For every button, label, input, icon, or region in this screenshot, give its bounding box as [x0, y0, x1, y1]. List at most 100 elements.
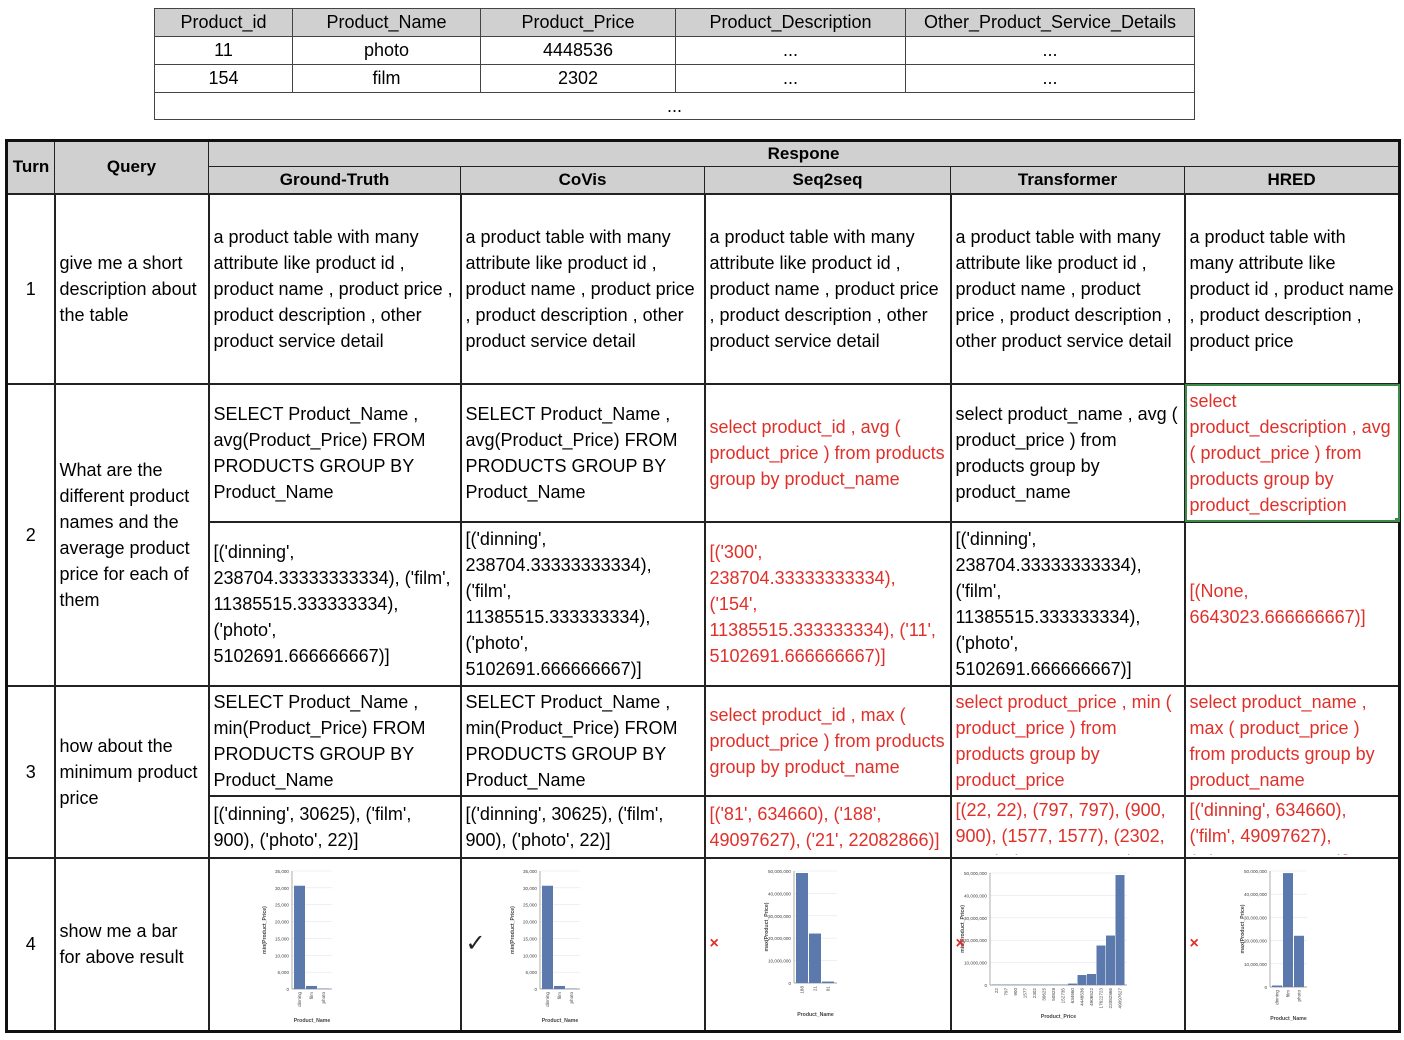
- seq2seq-chart-cell: × 50,000,000 40,000,000 30,000,000 20,000,0…: [703, 856, 952, 1033]
- covis-sql: SELECT Product_Name , avg(Product_Price)…: [459, 382, 706, 523]
- y-tick-label: 10,000: [522, 954, 536, 959]
- x-axis-title: Product_Name: [797, 1012, 834, 1018]
- header-product-id: Product_id: [154, 8, 293, 37]
- cell: photo: [292, 36, 481, 65]
- seq2seq-cell: a product table with many attribute like…: [703, 192, 952, 385]
- turn-4-row: 4 show me a bar for above result 35,000 3…: [5, 856, 1401, 1033]
- x-tick-label: 17622723: [1098, 988, 1103, 1009]
- query-cell: What are the different product names and…: [53, 382, 210, 687]
- header-product-price: Product_Price: [480, 8, 676, 37]
- query-cell: give me a short description about the ta…: [53, 192, 210, 385]
- turn-1-row: 1 give me a short description about the …: [5, 192, 1401, 385]
- ground-truth-cell: a product table with many attribute like…: [207, 192, 462, 385]
- x-tick-label: 797: [1003, 988, 1008, 996]
- y-tick-label: 5,000: [525, 970, 537, 975]
- turn-number: 2: [5, 382, 56, 687]
- x-tick-label: 152735: [1060, 988, 1065, 1004]
- y-tick-label: 0: [1264, 985, 1267, 990]
- y-tick-label: 30,000,000: [1244, 916, 1267, 921]
- y-tick-label: 0: [286, 987, 289, 992]
- x-tick-label: 4448536: [1079, 988, 1084, 1006]
- header-row-1: Turn Query Respone: [6, 140, 1401, 194]
- x-tick-label: photo: [1296, 990, 1301, 1002]
- turn-2-sql-row: 2 What are the different product names a…: [5, 382, 1401, 687]
- x-axis-title: Product_Name: [1270, 1016, 1307, 1022]
- cell: film: [292, 64, 481, 93]
- y-tick-label: 30,000,000: [768, 914, 791, 919]
- y-tick-label: 20,000: [274, 920, 288, 925]
- bar: [1282, 873, 1293, 988]
- bar: [1105, 935, 1115, 986]
- header-product-description: Product_Description: [675, 8, 906, 37]
- cross-icon: ×: [955, 935, 965, 953]
- bar: [541, 886, 553, 990]
- covis-result: [('dinning', 30625), ('film', 900), ('ph…: [459, 794, 706, 859]
- turn-2-result-row: [('dinning', 238704.33333333334), ('film…: [7, 520, 1401, 687]
- cell: 11: [154, 36, 293, 65]
- bar: [1271, 985, 1282, 988]
- hred-sql-selected-cell[interactable]: select product_description , avg ( produ…: [1183, 382, 1401, 523]
- cell: 4448536: [480, 36, 676, 65]
- table-row: 154 film 2302 ... ...: [154, 64, 1195, 93]
- transformer-result: [('dinning', 238704.33333333334), ('film…: [949, 520, 1186, 687]
- comparison-table: Turn Query Respone Ground-Truth CoVis Se…: [5, 139, 1402, 1033]
- transformer-result: [(22, 22), (797, 797), (900, 900), (1577…: [949, 794, 1186, 859]
- header-product-name: Product_Name: [292, 8, 481, 37]
- bar: [305, 986, 317, 990]
- bar: [1115, 875, 1124, 986]
- bar: [1067, 983, 1077, 986]
- ground-truth-result: [('dinning', 238704.33333333334), ('film…: [207, 520, 462, 687]
- turn-3-result-row: [('dinning', 30625), ('film', 900), ('ph…: [7, 794, 1401, 859]
- y-tick-label: 15,000: [274, 937, 288, 942]
- hred-cell: a product table with many attribute like…: [1183, 192, 1401, 385]
- x-tick-label: 634660: [1070, 988, 1075, 1004]
- turn-number: 3: [5, 684, 56, 859]
- y-tick-label: 20,000,000: [768, 936, 791, 941]
- turn-3-sql-row: 3 how about the minimum product price SE…: [5, 684, 1401, 859]
- x-axis-title: Product_Name: [541, 1018, 578, 1024]
- header-seq2seq: Seq2seq: [704, 166, 951, 194]
- y-tick-label: 20,000: [522, 920, 536, 925]
- x-tick-label: film: [557, 992, 562, 999]
- header-hred: HRED: [1183, 166, 1401, 194]
- y-tick-label: 10,000,000: [768, 959, 791, 964]
- x-tick-label: 188: [799, 986, 804, 994]
- transformer-sql: select product_price , min ( product_pri…: [949, 684, 1186, 797]
- y-axis-title: min(Product_Price): [262, 906, 268, 954]
- seq2seq-sql: select product_id , avg ( product_price …: [703, 382, 952, 523]
- header-row-2: Ground-Truth CoVis Seq2seq Transformer H…: [7, 166, 1401, 194]
- cell: ...: [675, 36, 906, 65]
- y-tick-label: 35,000: [274, 869, 288, 874]
- bar: [1077, 975, 1086, 986]
- cross-icon: ×: [709, 935, 719, 953]
- x-tick-label: film: [1285, 990, 1290, 997]
- cell: ...: [905, 64, 1195, 93]
- transformer-chart-cell: × 50,000,000 40,000,000 30,000,000 20,000,0…: [949, 856, 1186, 1033]
- x-tick-label: dinning: [545, 992, 550, 1007]
- y-tick-label: 50,000,000: [1244, 869, 1267, 874]
- y-tick-label: 20,000,000: [964, 938, 987, 943]
- y-tick-label: 15,000: [522, 937, 536, 942]
- header-transformer: Transformer: [950, 166, 1185, 194]
- covis-cell: a product table with many attribute like…: [459, 192, 706, 385]
- y-tick-label: 10,000: [274, 954, 288, 959]
- ground-truth-result: [('dinning', 30625), ('film', 900), ('ph…: [207, 794, 462, 859]
- continuation-cell: ...: [154, 92, 1195, 120]
- x-tick-label: 22: [994, 988, 999, 994]
- bar: [1096, 945, 1105, 986]
- covis-result: [('dinning', 238704.33333333334), ('film…: [459, 520, 706, 687]
- y-axis-title: max(Product_Price): [1240, 904, 1246, 953]
- turn-number: 4: [5, 856, 56, 1033]
- x-tick-label: 50828: [1051, 988, 1056, 1001]
- y-tick-label: 10,000,000: [964, 961, 987, 966]
- ground-truth-sql: SELECT Product_Name , avg(Product_Price)…: [207, 382, 462, 523]
- x-tick-label: photo: [321, 992, 326, 1004]
- transformer-sql: select product_name , avg ( product_pric…: [949, 382, 1186, 523]
- product-header-row: Product_id Product_Name Product_Price Pr…: [154, 8, 1195, 37]
- x-tick-label: 900: [1013, 988, 1018, 996]
- seq2seq-sql: select product_id , max ( product_price …: [703, 684, 952, 797]
- y-tick-label: 50,000,000: [964, 871, 987, 876]
- y-tick-label: 25,000: [522, 903, 536, 908]
- ground-truth-bar-chart: 35,000 30,000 25,000 20,000 15,000 10,000 5,00…: [262, 869, 332, 1024]
- cell-fill-handle[interactable]: [1395, 517, 1398, 520]
